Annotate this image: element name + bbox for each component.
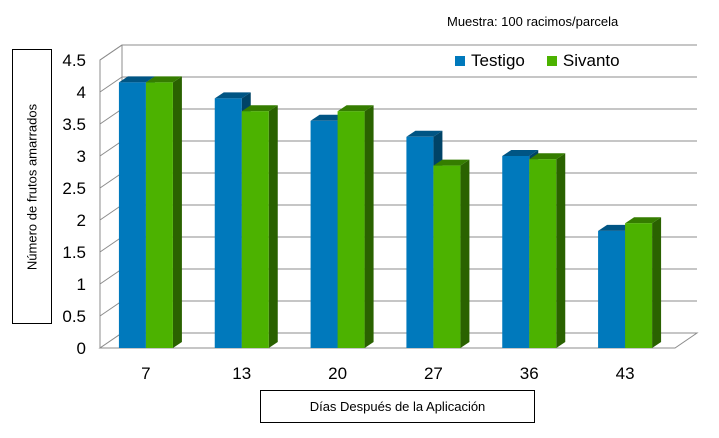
x-tick-label: 36 (520, 364, 539, 383)
x-axis-label: Días Después de la Aplicación (260, 390, 535, 423)
bar-top (406, 130, 443, 137)
bar-top (502, 150, 539, 156)
legend-swatch-sivanto (546, 56, 557, 66)
bar-front (502, 156, 530, 348)
bar-front (118, 82, 146, 349)
y-axis-label-wrap: Número de frutos amarrados (12, 49, 52, 324)
bar-top (433, 159, 470, 166)
bar-front (214, 98, 242, 349)
y-tick-labels: 0 0.5 1 1.5 2 2.5 3 3.5 4 4.5 (62, 51, 86, 358)
chart-subtitle: Muestra: 100 racimos/parcela (447, 14, 619, 29)
bar-top (337, 105, 374, 112)
gridline (99, 204, 697, 221)
bar-side (364, 105, 374, 348)
bar-top (529, 153, 566, 160)
bar-side (460, 159, 470, 348)
y-tick-label: 2 (77, 211, 86, 230)
bar-top (241, 105, 278, 112)
legend-item-sivanto: Sivanto (546, 51, 620, 71)
bar-sivanto-27 (433, 159, 470, 348)
bar-front (145, 82, 173, 349)
x-tick-label: 43 (616, 364, 635, 383)
left-wall-edge (99, 44, 123, 348)
x-tick-labels: 7 13 20 27 36 43 (141, 364, 634, 383)
bar-top (145, 76, 182, 83)
bars (118, 76, 662, 349)
y-tick-label: 4 (77, 83, 86, 102)
legend: Testigo Sivanto (455, 51, 642, 71)
bar-sivanto-36 (529, 153, 566, 348)
bar-side (268, 105, 278, 348)
y-tick-label: 3 (77, 147, 86, 166)
bar-front (337, 111, 365, 348)
gridline (99, 140, 697, 157)
bar-front (598, 230, 626, 348)
x-tick-label: 7 (141, 364, 150, 383)
bar-front (433, 165, 461, 348)
y-tick-label: 4.5 (62, 51, 86, 70)
y-tick-label: 3.5 (62, 115, 86, 134)
gridline (99, 44, 697, 61)
bar-side (556, 153, 566, 348)
bar-front (529, 159, 557, 348)
bar-top (625, 217, 662, 224)
bar-sivanto-20 (337, 105, 374, 348)
bar-front (241, 111, 269, 348)
legend-swatch-testigo (455, 56, 465, 66)
x-tick-label: 13 (232, 364, 251, 383)
legend-label-sivanto: Sivanto (562, 51, 620, 70)
bar-side (652, 217, 662, 348)
y-tick-label: 0.5 (62, 307, 86, 326)
legend-label-testigo: Testigo (471, 51, 525, 70)
bar-top (118, 76, 155, 83)
bar-front (310, 120, 338, 348)
x-tick-label: 27 (424, 364, 443, 383)
bar-sivanto-7 (145, 76, 182, 349)
bar-top (214, 92, 251, 99)
x-tick-label: 20 (328, 364, 347, 383)
y-tick-label: 0 (77, 339, 86, 358)
bar-front (625, 223, 653, 348)
bar-side (172, 76, 182, 349)
y-tick-label: 2.5 (62, 179, 86, 198)
bar-sivanto-13 (241, 105, 278, 348)
bar-front (406, 136, 434, 348)
gridline (99, 76, 697, 93)
y-axis-label: Número de frutos amarrados (24, 103, 40, 270)
gridline (99, 172, 697, 189)
y-axis-label-box (12, 49, 52, 324)
legend-item-testigo: Testigo (455, 51, 525, 71)
gridline (99, 108, 697, 125)
bar-sivanto-43 (625, 217, 662, 348)
y-tick-label: 1.5 (62, 243, 86, 262)
y-tick-label: 1 (77, 275, 86, 294)
